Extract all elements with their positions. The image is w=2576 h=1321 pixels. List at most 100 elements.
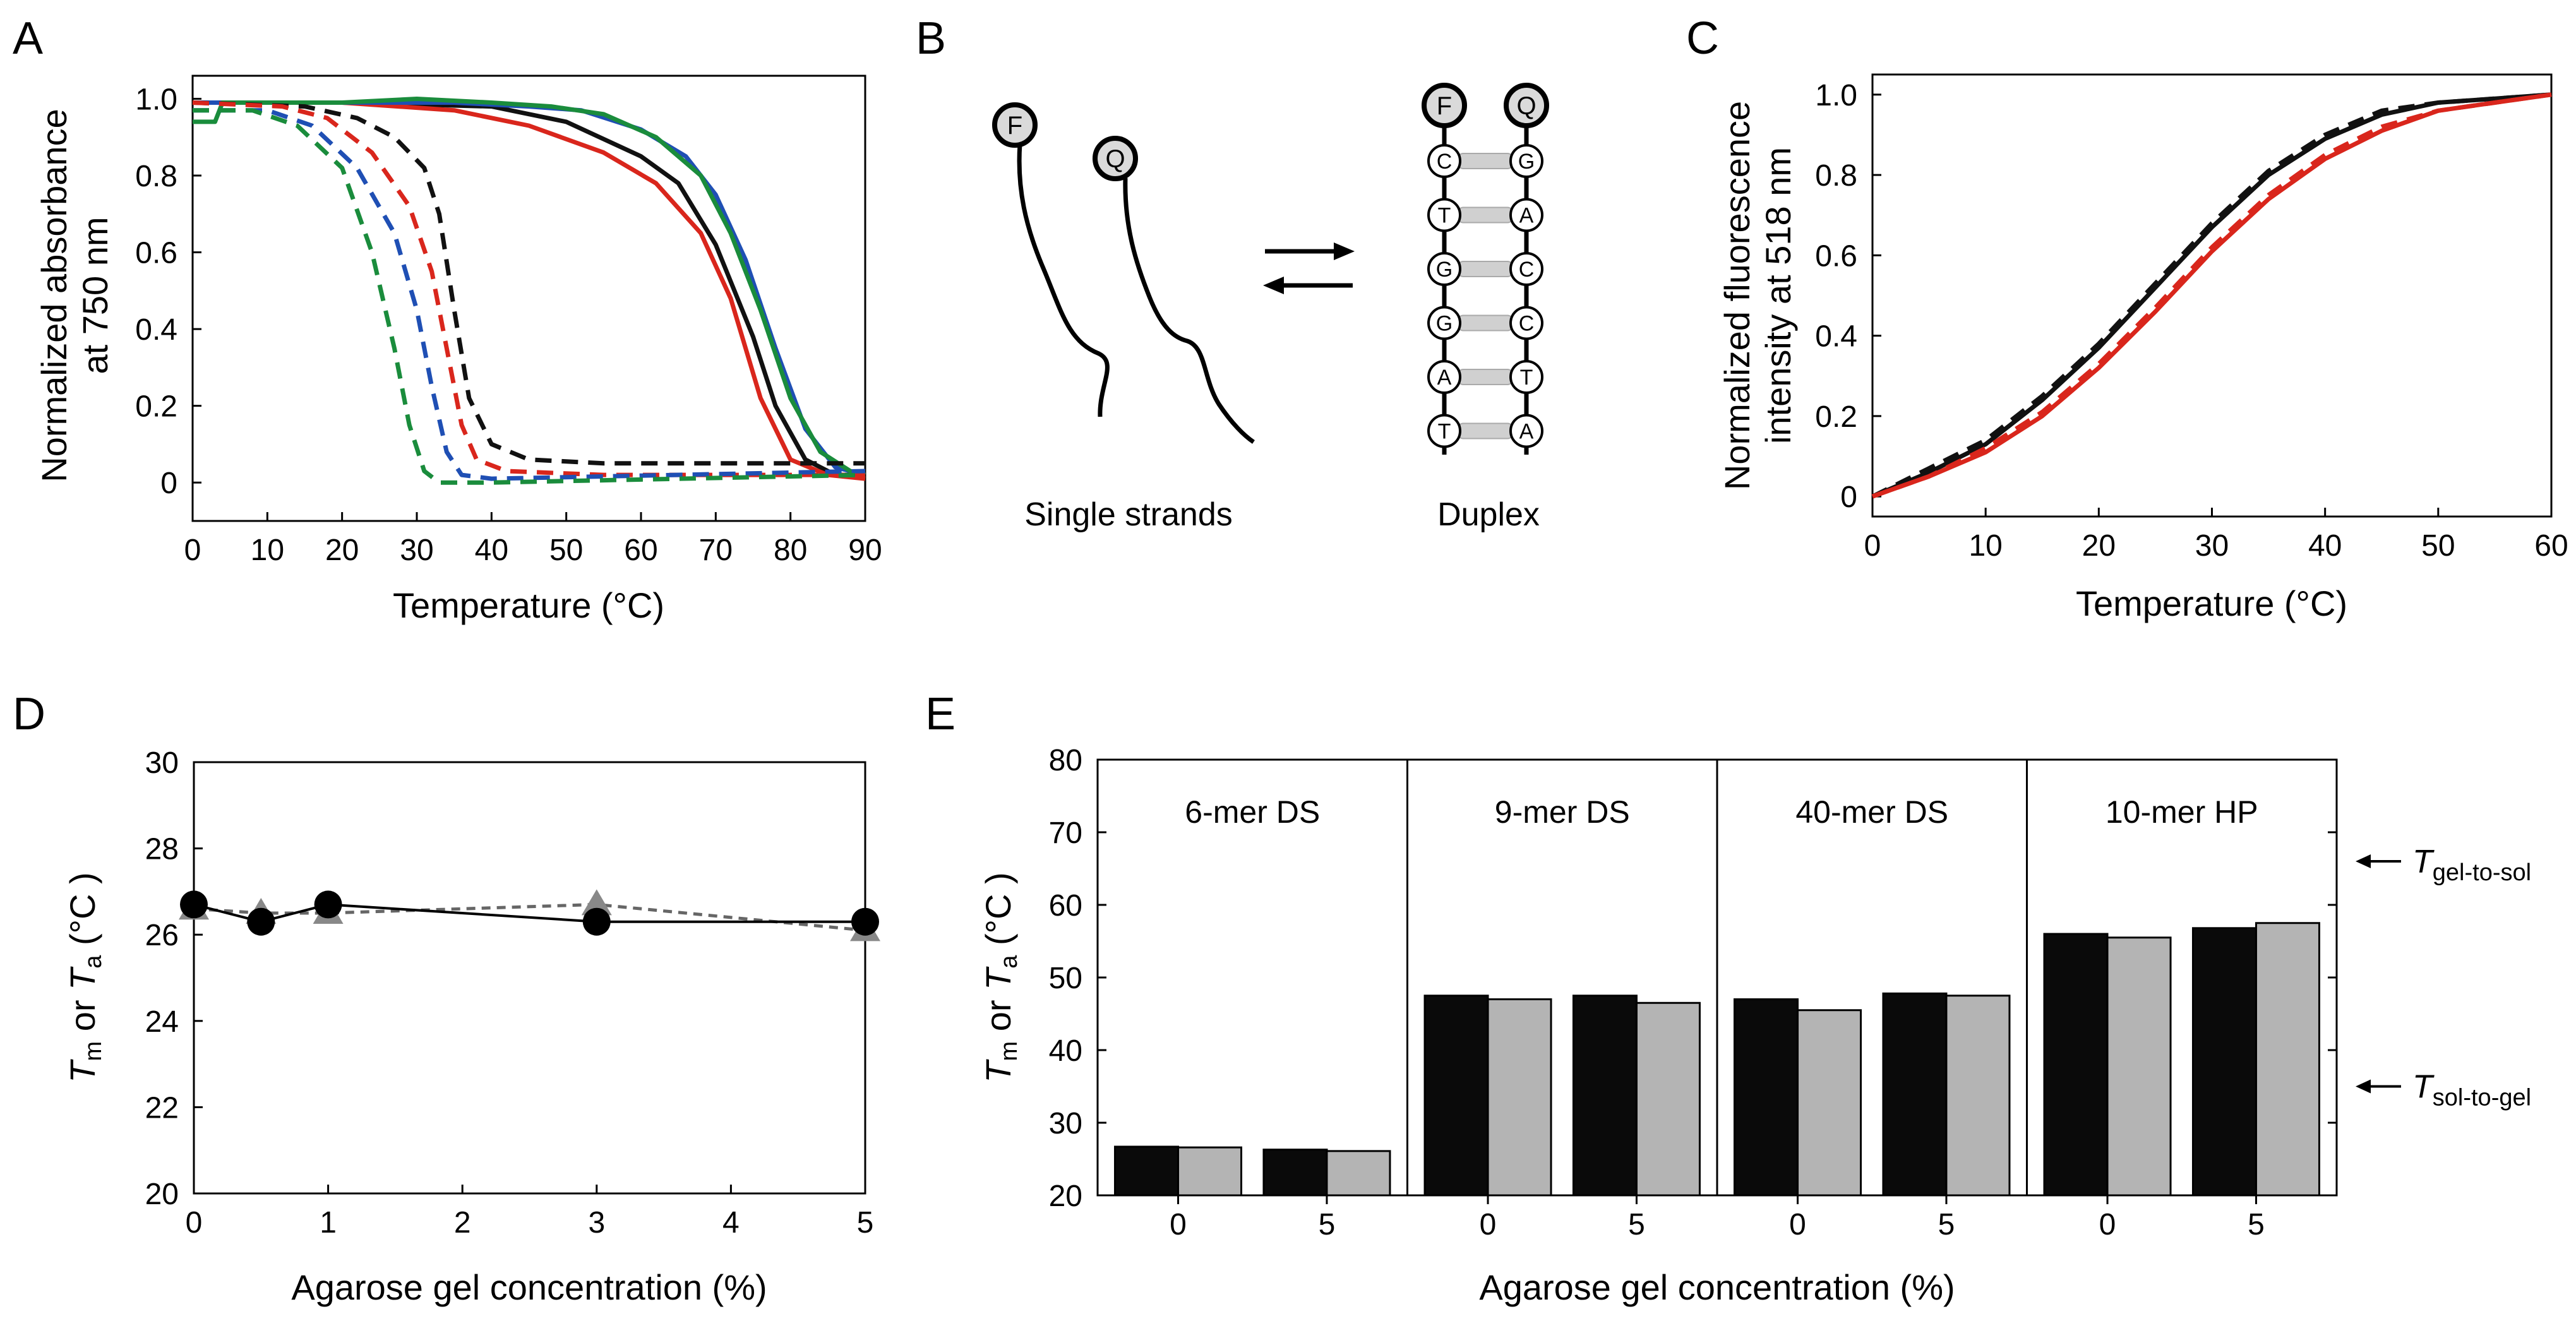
chart-c-x-tick-label: 60: [2534, 529, 2568, 563]
chart-a-series-line-2: [193, 100, 866, 481]
nucleotide-right-label: T: [1520, 366, 1533, 390]
chart-e-bar-tm: [1882, 992, 1948, 1197]
base-pair-bond: [1458, 206, 1513, 224]
chart-d-y-tick-label: 22: [145, 1091, 179, 1125]
chart-a-ylabel-line1: Normalized absorbance: [34, 109, 74, 482]
base-pair-bond: [1458, 261, 1513, 277]
nucleotide-right-label: A: [1519, 420, 1534, 444]
chart-e-x-tick-label: 5: [1319, 1208, 1336, 1241]
nucleotide-left: [1427, 360, 1461, 394]
chart-a-x-tick-label: 10: [251, 534, 284, 567]
nucleotide-left-label: T: [1438, 420, 1451, 444]
chart-d-triangle-point: [581, 889, 612, 916]
chart-d-y-tick-label: 20: [145, 1178, 179, 1211]
chart-e-annotation-arrowhead: [2356, 854, 2371, 868]
chart-c-y-tick-label: 0.8: [1815, 159, 1857, 193]
chart-a-x-tick-label: 70: [699, 534, 733, 567]
chart-d-series: [179, 889, 880, 941]
chart-e-ticks: 20 30 40 50 60 70 80: [1049, 744, 2337, 1213]
chart-c-series-line-3: [1871, 92, 2552, 499]
chart-e-y-tick-label: 20: [1049, 1180, 1082, 1213]
quencher-label-single: Q: [1105, 145, 1125, 173]
chart-e-bar-ta: [1945, 995, 2011, 1197]
nucleotide-right: [1509, 360, 1543, 394]
fluorophore-label-single: F: [1007, 112, 1022, 140]
panel-label-c: C: [1686, 13, 1719, 64]
chart-c-ylabel-line1: Normalized fluorescence: [1717, 101, 1757, 490]
chart-a-series: [192, 97, 866, 485]
chart-d: 0 1 2 3 4 5 20 22 24 26 28 30 Agarose gel concentra…: [63, 746, 880, 1307]
chart-e-bar-ta: [1797, 1009, 1862, 1197]
base-pair-bond: [1458, 314, 1513, 332]
chart-e-group-label: 6-mer DS: [1185, 794, 1320, 830]
nucleotide-left: [1427, 252, 1461, 286]
nucleotide-right: [1509, 144, 1543, 178]
nucleotide-right-label: G: [1518, 150, 1535, 174]
chart-e-y-tick-label: 70: [1049, 816, 1082, 850]
fluorophore-bead-single: [992, 102, 1038, 148]
base-pair-bond: [1458, 422, 1513, 439]
chart-e-ylabel: Tm or Ta (°C ): [978, 872, 1022, 1082]
chart-d-x-tick-label: 1: [320, 1206, 337, 1240]
chart-a-y-tick-label: 0: [160, 467, 177, 500]
chart-a-series-line-7: [193, 108, 866, 481]
chart-c-y-tick-label: 1.0: [1815, 79, 1857, 112]
chart-e-annotation-label: Tgel-to-sol: [2412, 844, 2531, 886]
chart-c-x-tick-label: 20: [2082, 529, 2116, 563]
fluorophore-label-duplex: F: [1437, 92, 1452, 120]
chart-c-xlabel: Temperature (°C): [2076, 583, 2347, 623]
single-strand-2: [1123, 177, 1255, 444]
chart-a-series-line-6: [192, 100, 865, 477]
chart-e-bar-tm: [2191, 927, 2257, 1197]
nucleotide-right-label: C: [1519, 312, 1535, 336]
chart-c-series-line-1: [1871, 92, 2552, 499]
chart-a-x-tick-label: 0: [184, 534, 201, 567]
nucleotide-right: [1509, 414, 1543, 448]
duplex-base-pairs: C G T A G C G C A T T A: [1427, 144, 1543, 448]
chart-c-x-tick-label: 0: [1864, 529, 1881, 563]
quencher-bead-single: [1093, 136, 1138, 181]
chart-e-group-label: 9-mer DS: [1495, 794, 1630, 830]
chart-e-bar-ta: [1487, 998, 1552, 1197]
panel-label-d: D: [13, 689, 45, 739]
chart-a-series-line-3: [193, 100, 866, 477]
chart-a-y-tick-label: 1.0: [135, 83, 177, 116]
chart-e-y-tick-label: 30: [1049, 1107, 1082, 1140]
chart-d-y-tick-label: 28: [145, 833, 179, 866]
chart-c-x-tick-label: 30: [2195, 529, 2229, 563]
chart-d-y-tick-label: 30: [145, 746, 179, 780]
chart-a-ticks: 0 10 20 30 40 50 60 70 80 90 0 0.2 0.4 0.6 0.8 1.0: [135, 83, 882, 567]
chart-e-bar-tm: [1114, 1145, 1180, 1197]
chart-e-group-label: 40-mer DS: [1795, 794, 1948, 830]
chart-d-x-tick-label: 0: [186, 1206, 203, 1240]
nucleotide-left-label: C: [1437, 150, 1453, 174]
chart-c-x-tick-label: 10: [1968, 529, 2002, 563]
panel-label-b: B: [916, 13, 946, 64]
chart-c-series-line-4: [1871, 92, 2552, 499]
chart-d-ticks: 0 1 2 3 4 5 20 22 24 26 28 30: [145, 746, 874, 1240]
chart-a-series-line-8: [193, 108, 866, 485]
chart-a-y-tick-label: 0.4: [135, 313, 177, 347]
chart-a-x-tick-label: 30: [400, 534, 433, 567]
chart-d-y-tick-label: 24: [145, 1005, 179, 1039]
nucleotide-right-label: A: [1519, 204, 1534, 228]
chart-c-y-tick-label: 0.6: [1815, 239, 1857, 273]
plot-frame-d: [193, 761, 866, 1195]
chart-c-y-tick-label: 0: [1840, 481, 1857, 514]
chart-c-ticks: 0 10 20 30 40 50 60 0 0.2 0.4 0.6 0.8 1.0: [1815, 79, 2568, 563]
chart-d-x-tick-label: 5: [857, 1206, 874, 1240]
chart-a-ylabel-line2: at 750 nm: [75, 217, 115, 374]
chart-e-x-tick-label: 0: [1480, 1208, 1497, 1241]
chart-a-x-tick-label: 90: [848, 534, 882, 567]
chart-d-x-tick-label: 4: [722, 1206, 740, 1240]
chart-a-y-tick-label: 0.2: [135, 390, 177, 424]
chart-e-bar-ta: [2255, 922, 2320, 1197]
chart-e-bar-tm: [1734, 998, 1799, 1197]
chart-e-bar-tm: [1423, 995, 1489, 1197]
chart-e-annotation-arrowhead: [2356, 1079, 2371, 1094]
chart-c-y-tick-label: 0.2: [1815, 400, 1857, 434]
panel-label-e: E: [925, 689, 956, 739]
nucleotide-right: [1509, 306, 1543, 340]
